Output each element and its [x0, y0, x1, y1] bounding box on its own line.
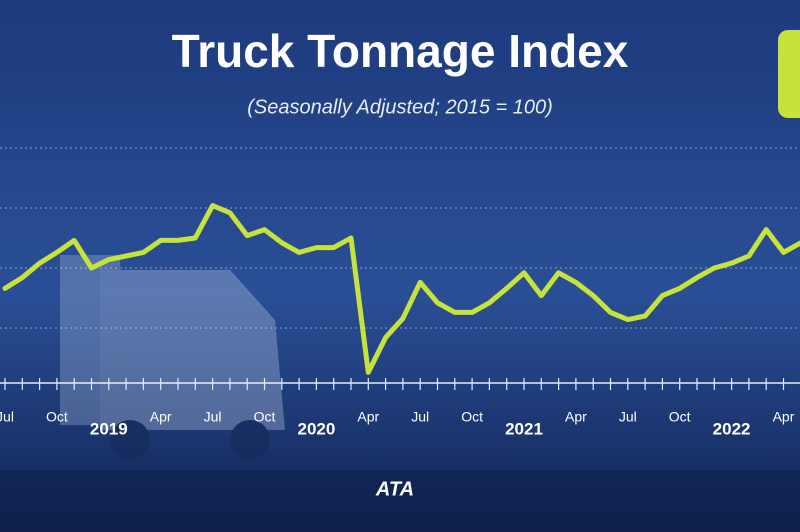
x-tick-label: Apr [357, 409, 379, 425]
data-line [2, 203, 800, 375]
x-tick-label: Jul [204, 409, 222, 425]
year-label: 2021 [505, 419, 543, 438]
x-tick-label: Jul [0, 409, 14, 425]
x-tick-label: Jul [411, 409, 429, 425]
chart-subtitle: (Seasonally Adjusted; 2015 = 100) [247, 96, 553, 118]
year-label: 2020 [297, 419, 335, 438]
x-tick-label: Oct [46, 409, 68, 425]
road [0, 470, 800, 532]
year-label: 2022 [713, 419, 751, 438]
truck-silhouette [60, 255, 285, 460]
x-tick-label: Oct [461, 409, 483, 425]
chart-title: Truck Tonnage Index [172, 25, 629, 77]
x-tick-label: Oct [669, 409, 691, 425]
x-tick-label: Oct [254, 409, 276, 425]
x-tick-label: Jul [619, 409, 637, 425]
x-tick-label: Apr [773, 409, 795, 425]
badge [778, 30, 800, 118]
x-tick-label: Apr [150, 409, 172, 425]
year-label: 2019 [90, 419, 128, 438]
logo: ATA [375, 478, 414, 500]
x-tick-label: Apr [565, 409, 587, 425]
